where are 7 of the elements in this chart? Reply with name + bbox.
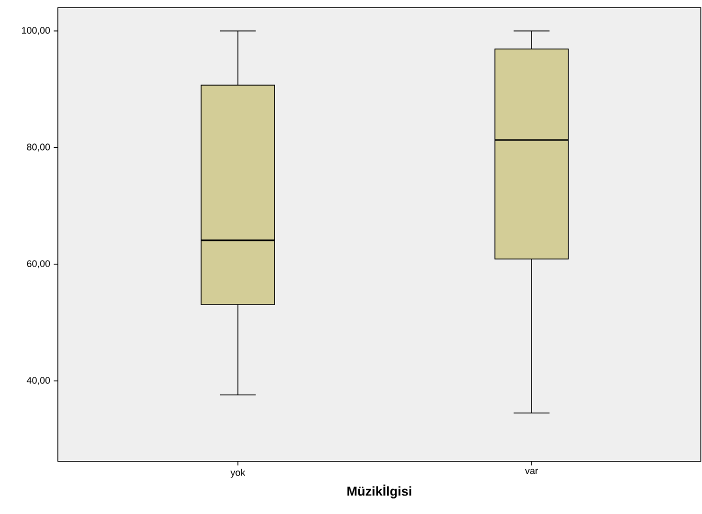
y-tick-label: 60,00 <box>27 260 50 268</box>
x-axis-title: Müzikİlgisi <box>347 484 412 498</box>
y-tick-label: 40,00 <box>26 376 50 385</box>
x-tick-label: var <box>525 468 538 474</box>
y-tick-label: 100,00 <box>22 27 50 35</box>
y-tick-label: 80,00 <box>27 144 50 152</box>
x-tick-label: yok <box>230 468 246 478</box>
